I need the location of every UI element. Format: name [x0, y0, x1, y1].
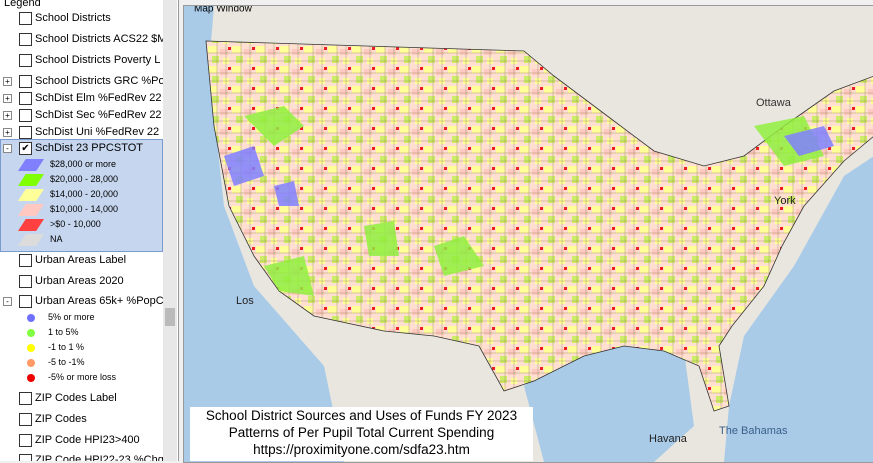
class-swatch — [18, 174, 44, 186]
checkbox[interactable] — [19, 275, 32, 288]
checkbox[interactable] — [19, 454, 32, 461]
layer-row: ZIP Code HPI23>400 — [0, 432, 161, 448]
place-label: York — [774, 195, 796, 207]
class-label: -1 to 1 % — [48, 342, 85, 352]
class-row: 1 to 5% — [0, 325, 161, 340]
expand-button[interactable]: - — [3, 297, 12, 306]
map-window: Map Window Ottawa York Los Havana The Ba… — [183, 5, 873, 463]
checkbox[interactable] — [19, 254, 32, 267]
layer-label: ZIP Code HPI22-23 %Chg — [35, 454, 164, 461]
class-label: 5% or more — [48, 312, 95, 322]
layer-label: School Districts — [35, 12, 111, 24]
place-label: Los — [236, 295, 254, 307]
caption-line: https://proximityone.com/sdfa23.htm — [253, 442, 470, 457]
class-swatch — [18, 219, 44, 231]
layer-label: Urban Areas 65k+ %PopC — [35, 295, 164, 307]
checkbox[interactable] — [19, 109, 32, 122]
expand-button[interactable]: + — [3, 77, 12, 86]
class-row: 5% or more — [0, 310, 161, 325]
layer-label: School Districts Poverty L — [35, 54, 161, 66]
class-row: >$0 - 10,000 — [0, 217, 161, 232]
checkbox[interactable] — [19, 92, 32, 105]
expand-button[interactable]: + — [3, 111, 12, 120]
checkbox[interactable] — [19, 54, 32, 67]
map-title: Map Window — [194, 5, 253, 14]
class-row: -1 to 1 % — [0, 340, 161, 355]
layer-label: SchDist 23 PPCSTOT — [35, 142, 143, 154]
class-label: $10,000 - 14,000 — [50, 204, 119, 214]
layer-row: Urban Areas 2020 — [0, 273, 161, 289]
expand-button[interactable]: - — [3, 144, 12, 153]
layer-row: School Districts Poverty L — [0, 52, 161, 68]
layer-row: Urban Areas Label — [0, 252, 161, 268]
checkbox[interactable] — [19, 434, 32, 447]
checkbox[interactable] — [19, 126, 32, 139]
class-swatch — [18, 234, 44, 246]
layer-row: ZIP Codes Label — [0, 390, 161, 406]
class-label: $20,000 - 28,000 — [50, 174, 119, 184]
layer-row: - Urban Areas 65k+ %PopC — [0, 293, 164, 309]
class-dot — [27, 329, 35, 337]
layer-row: School Districts ACS22 $M — [0, 31, 166, 47]
class-dot — [27, 314, 35, 322]
layer-label: ZIP Codes — [35, 413, 87, 425]
checkbox[interactable] — [19, 33, 32, 46]
checkbox[interactable] — [19, 75, 32, 88]
layer-label: Urban Areas Label — [35, 254, 127, 266]
class-label: -5 to -1% — [48, 357, 85, 367]
class-label: $28,000 or more — [50, 159, 117, 169]
layer-label: SchDist Uni %FedRev 22 — [35, 126, 160, 138]
layer-row: ZIP Code HPI22-23 %Chg — [0, 452, 164, 461]
layer-label: SchDist Elm %FedRev 22 — [35, 92, 162, 104]
place-label: Havana — [649, 433, 688, 445]
class-label: 1 to 5% — [48, 327, 79, 337]
class-swatch — [18, 159, 44, 171]
layer-row: - ✔ SchDist 23 PPCSTOT — [0, 140, 161, 156]
layer-row: + SchDist Elm %FedRev 22 — [0, 90, 162, 106]
class-dot — [27, 359, 35, 367]
layer-label: ZIP Code HPI23>400 — [35, 434, 140, 446]
place-label: Ottawa — [756, 97, 792, 109]
caption-line: Patterns of Per Pupil Total Current Spen… — [228, 425, 495, 440]
layer-row: ZIP Codes — [0, 411, 161, 427]
layer-label: SchDist Sec %FedRev 22 — [35, 109, 162, 121]
class-row: -5% or more loss — [0, 370, 161, 385]
layer-label: ZIP Codes Label — [35, 392, 117, 404]
layer-row: + School Districts GRC %Po — [0, 73, 165, 89]
legend-panel: Legend School Districts School Districts … — [0, 0, 179, 461]
class-row: -5 to -1% — [0, 355, 161, 370]
layer-label: Urban Areas 2020 — [35, 275, 124, 287]
class-row: $10,000 - 14,000 — [0, 202, 161, 217]
class-label: $14,000 - 20,000 — [50, 189, 119, 199]
class-label: NA — [50, 234, 63, 244]
scrollbar[interactable] — [163, 0, 177, 461]
place-label: The Bahamas — [719, 425, 788, 437]
expand-button[interactable]: + — [3, 128, 12, 137]
layer-row: School Districts — [0, 10, 161, 26]
caption-line: School District Sources and Uses of Fund… — [205, 408, 518, 423]
class-label: -5% or more loss — [48, 372, 117, 382]
checkbox[interactable] — [19, 392, 32, 405]
caption-box: School District Sources and Uses of Fund… — [190, 407, 533, 461]
layer-label: School Districts ACS22 $M — [35, 33, 167, 45]
class-row: $14,000 - 20,000 — [0, 187, 161, 202]
class-swatch — [18, 204, 44, 216]
layer-row: + SchDist Uni %FedRev 22 — [0, 124, 161, 140]
layer-label: School Districts GRC %Po — [35, 75, 165, 87]
checkbox[interactable]: ✔ — [19, 142, 32, 155]
class-row: $20,000 - 28,000 — [0, 172, 161, 187]
checkbox[interactable] — [19, 413, 32, 426]
checkbox[interactable] — [19, 12, 32, 25]
class-row: NA — [0, 232, 161, 247]
class-row: $28,000 or more — [0, 157, 161, 172]
checkbox[interactable] — [19, 295, 32, 308]
class-swatch — [18, 189, 44, 201]
class-dot — [27, 344, 35, 352]
class-dot — [27, 374, 35, 382]
layer-row: + SchDist Sec %FedRev 22 — [0, 107, 162, 123]
class-label: >$0 - 10,000 — [50, 219, 101, 229]
legend-title: Legend — [4, 0, 41, 9]
expand-button[interactable]: + — [3, 94, 12, 103]
